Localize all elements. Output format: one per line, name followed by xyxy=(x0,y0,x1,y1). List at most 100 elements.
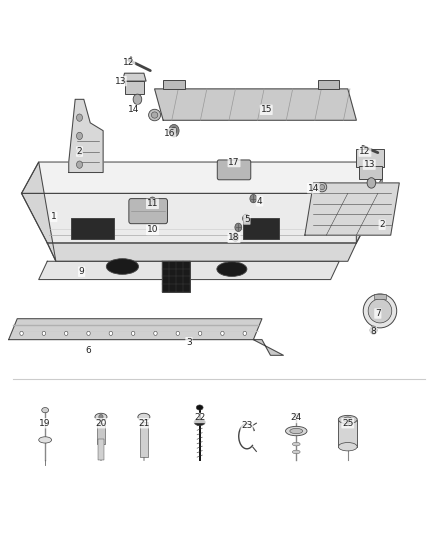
Circle shape xyxy=(149,197,156,205)
Text: 14: 14 xyxy=(308,184,319,192)
Circle shape xyxy=(77,161,82,168)
Circle shape xyxy=(109,332,113,335)
Circle shape xyxy=(154,332,157,335)
Polygon shape xyxy=(21,162,56,261)
Bar xyxy=(97,423,105,444)
Bar xyxy=(358,166,382,179)
Text: 4: 4 xyxy=(257,197,263,206)
Polygon shape xyxy=(47,243,357,261)
Bar xyxy=(98,439,104,460)
Ellipse shape xyxy=(363,294,397,328)
Circle shape xyxy=(370,326,377,334)
Text: 19: 19 xyxy=(39,419,51,427)
Bar xyxy=(124,81,144,94)
Ellipse shape xyxy=(95,413,107,421)
Ellipse shape xyxy=(293,442,300,446)
Text: 14: 14 xyxy=(127,106,139,114)
Circle shape xyxy=(169,124,179,137)
Polygon shape xyxy=(123,73,146,81)
Circle shape xyxy=(221,332,224,335)
Text: 18: 18 xyxy=(228,233,240,243)
Ellipse shape xyxy=(290,429,303,434)
Ellipse shape xyxy=(293,450,300,454)
Polygon shape xyxy=(253,340,283,356)
Text: 12: 12 xyxy=(359,147,371,156)
Circle shape xyxy=(250,195,257,203)
Bar xyxy=(357,149,384,167)
Circle shape xyxy=(133,94,142,104)
Polygon shape xyxy=(21,162,382,193)
Polygon shape xyxy=(21,193,382,243)
Text: 23: 23 xyxy=(241,421,253,430)
Circle shape xyxy=(87,332,90,335)
Text: 13: 13 xyxy=(114,77,126,86)
Ellipse shape xyxy=(39,437,52,443)
Circle shape xyxy=(171,127,177,134)
Text: 12: 12 xyxy=(123,58,134,67)
Text: 21: 21 xyxy=(138,419,149,427)
Text: 3: 3 xyxy=(186,338,192,347)
Text: 22: 22 xyxy=(194,414,205,423)
Text: 15: 15 xyxy=(261,106,272,114)
Text: 24: 24 xyxy=(291,414,302,423)
Text: 5: 5 xyxy=(244,215,250,224)
Ellipse shape xyxy=(338,442,357,451)
Circle shape xyxy=(20,332,23,335)
Ellipse shape xyxy=(217,262,247,277)
Text: 9: 9 xyxy=(79,267,85,276)
Polygon shape xyxy=(39,261,339,280)
Text: 1: 1 xyxy=(51,212,57,221)
Circle shape xyxy=(243,332,247,335)
Bar xyxy=(71,218,114,239)
FancyBboxPatch shape xyxy=(217,160,251,180)
Circle shape xyxy=(243,214,250,223)
Bar xyxy=(338,419,357,447)
Text: 8: 8 xyxy=(371,327,376,336)
Ellipse shape xyxy=(317,182,327,192)
Text: 17: 17 xyxy=(228,158,240,166)
Ellipse shape xyxy=(319,184,325,190)
Ellipse shape xyxy=(152,112,158,118)
Text: 6: 6 xyxy=(85,345,91,354)
Polygon shape xyxy=(305,183,399,235)
FancyBboxPatch shape xyxy=(129,199,167,224)
Circle shape xyxy=(232,233,239,241)
Text: 2: 2 xyxy=(379,220,385,229)
Ellipse shape xyxy=(106,259,138,274)
Bar xyxy=(374,294,386,300)
Bar xyxy=(162,261,190,292)
Ellipse shape xyxy=(196,405,203,410)
Polygon shape xyxy=(357,177,382,243)
Ellipse shape xyxy=(368,299,392,323)
Circle shape xyxy=(131,332,135,335)
Text: 13: 13 xyxy=(364,160,375,169)
Circle shape xyxy=(64,332,68,335)
Circle shape xyxy=(367,177,376,188)
Text: 11: 11 xyxy=(147,199,158,208)
Text: 16: 16 xyxy=(164,129,175,138)
Circle shape xyxy=(176,332,180,335)
Circle shape xyxy=(42,332,46,335)
Text: 2: 2 xyxy=(77,147,82,156)
Ellipse shape xyxy=(194,419,205,425)
Circle shape xyxy=(235,223,242,231)
Ellipse shape xyxy=(286,426,307,436)
Text: 10: 10 xyxy=(147,225,158,235)
Circle shape xyxy=(77,114,82,122)
Polygon shape xyxy=(9,319,262,340)
Ellipse shape xyxy=(294,413,299,417)
Bar xyxy=(163,79,185,89)
Text: 7: 7 xyxy=(375,309,381,318)
Bar xyxy=(318,79,339,89)
Circle shape xyxy=(77,148,82,155)
Circle shape xyxy=(198,332,202,335)
Ellipse shape xyxy=(42,408,49,413)
Circle shape xyxy=(99,414,103,419)
Bar xyxy=(243,218,279,239)
Bar xyxy=(140,422,148,457)
Polygon shape xyxy=(155,89,357,120)
Ellipse shape xyxy=(148,109,161,121)
Circle shape xyxy=(77,132,82,140)
Ellipse shape xyxy=(343,417,352,422)
Text: 20: 20 xyxy=(95,419,106,427)
